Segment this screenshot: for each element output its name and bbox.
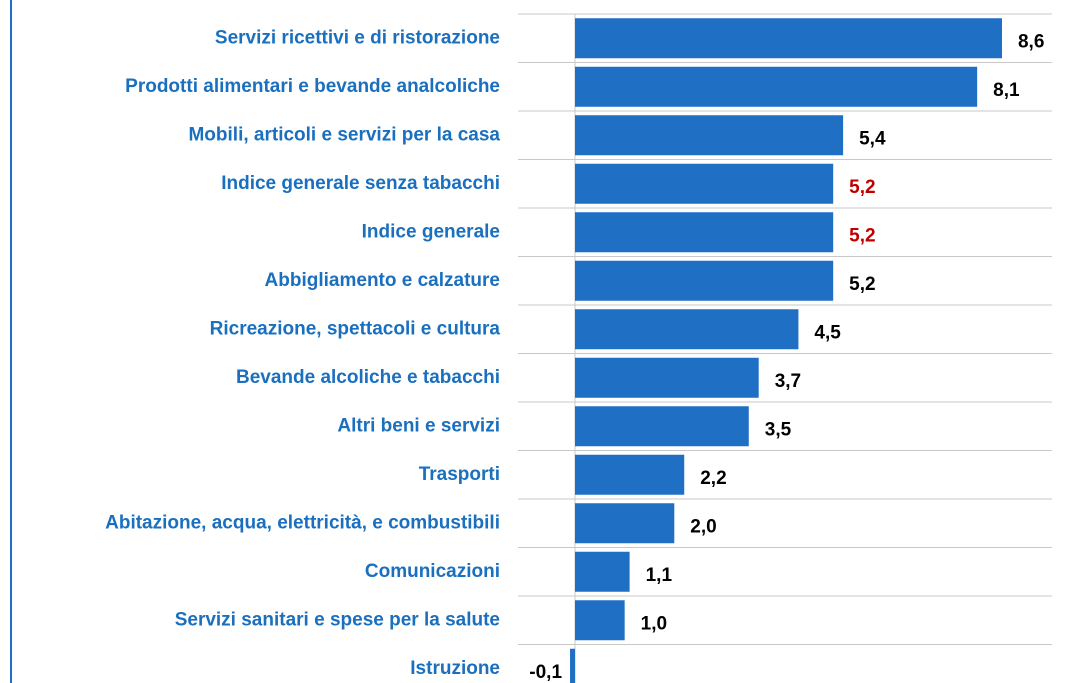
- value-label: 2,0: [690, 516, 716, 537]
- category-label: Trasporti: [419, 464, 500, 485]
- bar: [575, 309, 799, 350]
- bar: [575, 260, 834, 301]
- category-label: Prodotti alimentari e bevande analcolich…: [125, 76, 500, 97]
- category-label: Servizi ricettivi e di ristorazione: [215, 27, 500, 48]
- value-label: 4,5: [814, 322, 841, 343]
- category-label: Servizi sanitari e spese per la salute: [175, 609, 500, 630]
- value-label: -0,1: [529, 662, 562, 683]
- bar: [575, 115, 844, 156]
- bar: [575, 357, 759, 398]
- value-label: 5,2: [849, 225, 875, 246]
- category-label: Abbigliamento e calzature: [265, 270, 500, 291]
- value-label: 1,0: [641, 613, 667, 634]
- bar: [575, 163, 834, 204]
- value-label: 5,4: [859, 128, 886, 149]
- value-label: 5,2: [849, 274, 875, 295]
- bar: [575, 66, 978, 107]
- bar: [575, 406, 749, 447]
- bar: [575, 503, 675, 544]
- category-label: Mobili, articoli e servizi per la casa: [188, 124, 500, 145]
- value-label: 1,1: [646, 565, 673, 586]
- category-label: Istruzione: [410, 658, 500, 679]
- value-label: 2,2: [700, 468, 726, 489]
- category-label: Abitazione, acqua, elettricità, e combus…: [105, 512, 500, 533]
- category-label: Indice generale: [362, 221, 500, 242]
- category-label: Ricreazione, spettacoli e cultura: [210, 318, 501, 339]
- bar: [570, 648, 575, 683]
- value-label: 3,5: [765, 419, 792, 440]
- bar: [575, 600, 625, 641]
- category-label: Indice generale senza tabacchi: [221, 173, 500, 194]
- bar: [575, 212, 834, 253]
- bar: [575, 551, 630, 592]
- category-label: Comunicazioni: [365, 561, 500, 582]
- value-label: 3,7: [775, 371, 801, 392]
- bar: [575, 454, 685, 495]
- bar: [575, 18, 1002, 59]
- value-label: 5,2: [849, 177, 875, 198]
- category-label: Altri beni e servizi: [337, 415, 500, 436]
- value-label: 8,6: [1018, 31, 1044, 52]
- value-label: 8,1: [993, 80, 1020, 101]
- category-label: Bevande alcoliche e tabacchi: [236, 367, 500, 388]
